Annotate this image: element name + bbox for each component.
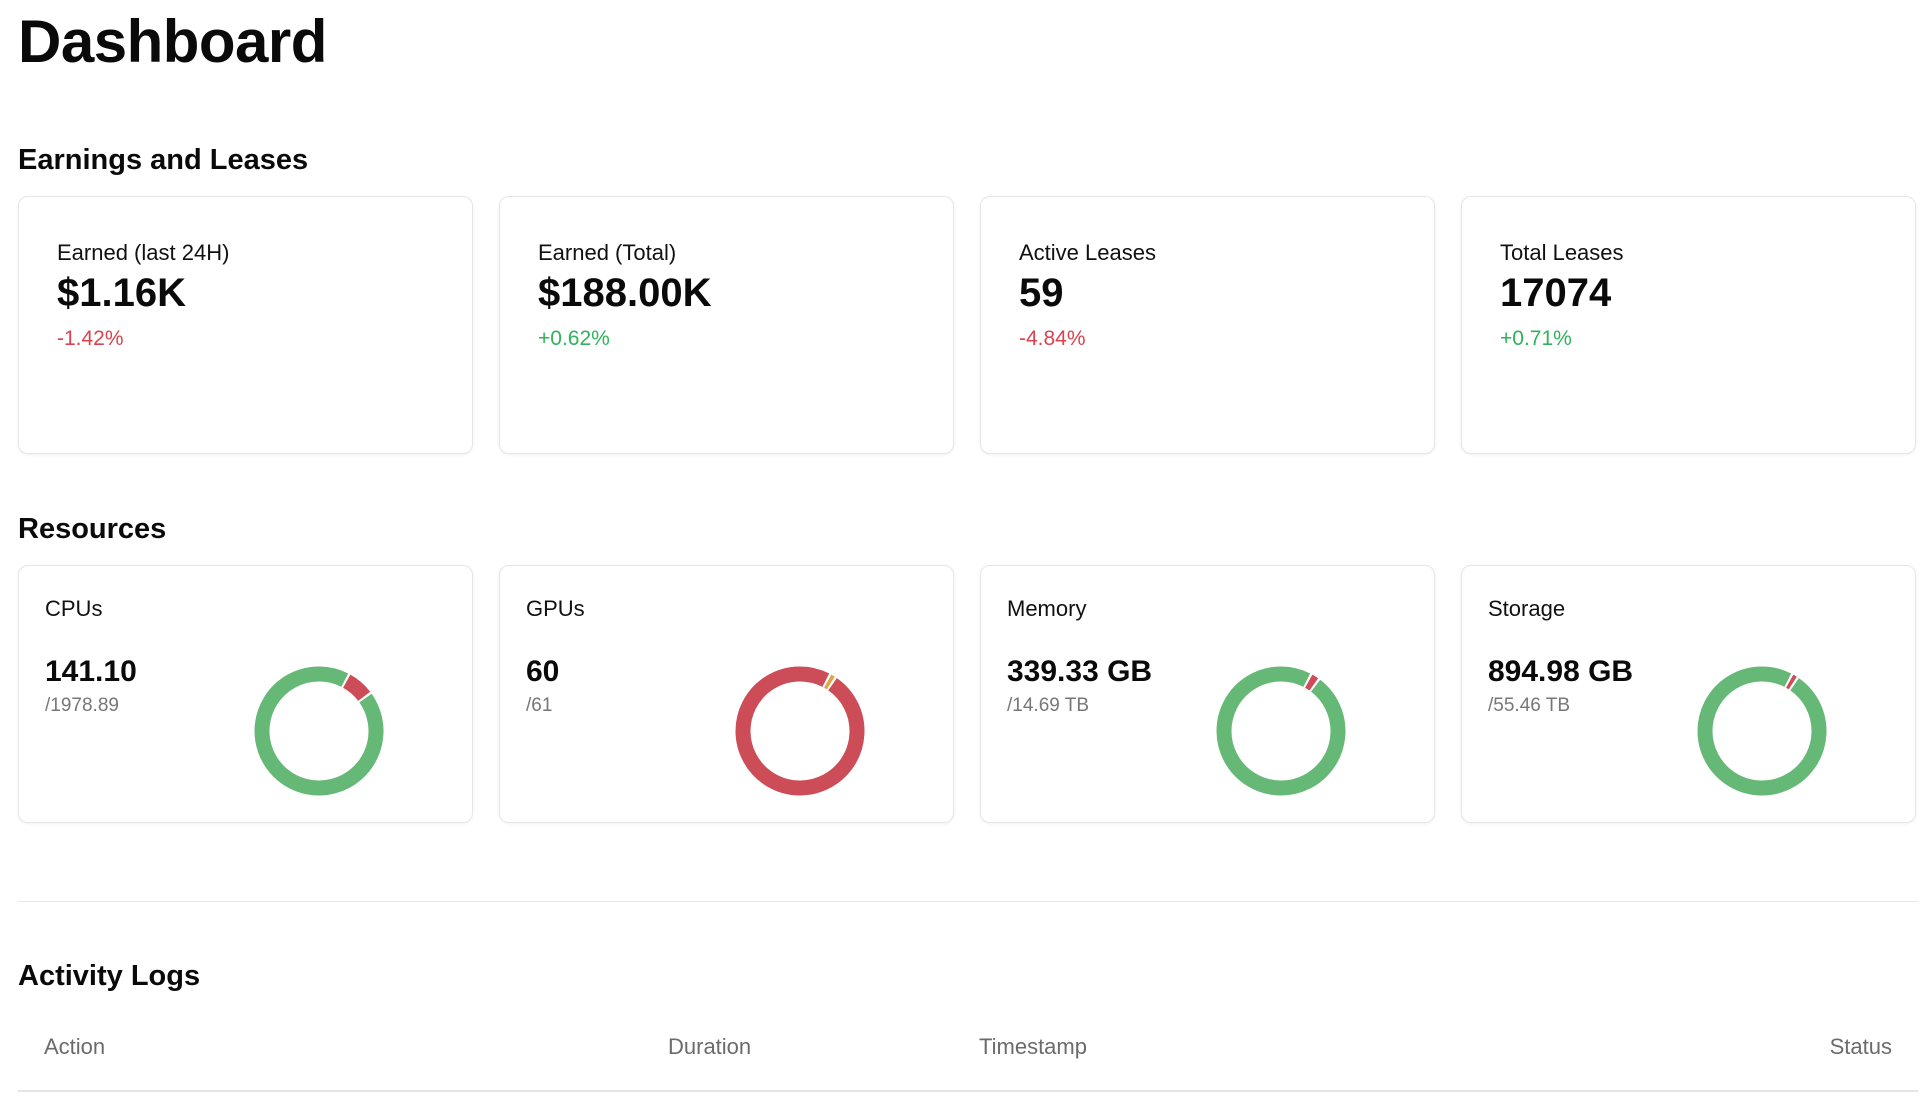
stat-change: -4.84% [1019,327,1086,350]
stat-change: +0.62% [538,327,610,350]
stat-label: Active Leases [1019,240,1156,265]
resource-value: 60 [526,655,560,688]
resource-value: 141.10 [45,655,137,688]
stat-value: $1.16K [57,271,186,315]
stat-label: Total Leases [1500,240,1624,265]
activity-section-title: Activity Logs [18,960,201,992]
donut-segment-1 [1697,666,1827,796]
stat-card-active-leases: Active Leases 59 -4.84% [980,196,1435,454]
resources-grid: CPUs 141.10 /1978.89 GPUs 60 /61 Memory … [18,565,1918,823]
resource-value: 339.33 GB [1007,655,1153,688]
donut-segment-0 [342,674,371,702]
memory-usage-donut [1216,666,1346,796]
resource-card-gpus: GPUs 60 /61 [499,565,954,823]
resource-card-cpus: CPUs 141.10 /1978.89 [18,565,473,823]
column-header-status[interactable]: Status [1829,1034,1892,1059]
donut-segment-0 [824,674,835,690]
stat-change: -1.42% [57,327,124,350]
donut-segment-1 [254,666,384,796]
activity-table-header: Action Duration Timestamp Status [18,1030,1918,1092]
donut-segment-1 [735,666,865,796]
stat-label: Earned (Total) [538,240,677,265]
stat-card-earned-total: Earned (Total) $188.00K +0.62% [499,196,954,454]
resource-total: /1978.89 [45,695,119,716]
resource-label: CPUs [45,596,103,621]
resources-section-title: Resources [18,513,167,545]
stat-card-earned-24h: Earned (last 24H) $1.16K -1.42% [18,196,473,454]
donut-segment-0 [1304,674,1319,691]
donut-segment-0 [1786,674,1797,690]
donut-segment-1 [1216,666,1346,796]
storage-usage-donut [1697,666,1827,796]
resource-total: /55.46 TB [1488,695,1571,716]
stat-value: $188.00K [538,271,712,315]
gpu-usage-donut [735,666,865,796]
resource-total: /14.69 TB [1007,695,1090,716]
column-header-timestamp[interactable]: Timestamp [979,1034,1087,1059]
resource-label: GPUs [526,596,585,621]
page-title: Dashboard [18,8,327,75]
resource-label: Storage [1488,596,1566,621]
earnings-grid: Earned (last 24H) $1.16K -1.42% Earned (… [18,196,1918,454]
resource-total: /61 [526,695,553,716]
stat-label: Earned (last 24H) [57,240,230,265]
resource-card-memory: Memory 339.33 GB /14.69 TB [980,565,1435,823]
section-divider [18,901,1918,902]
cpu-usage-donut [254,666,384,796]
stat-card-total-leases: Total Leases 17074 +0.71% [1461,196,1916,454]
resource-value: 894.98 GB [1488,655,1634,688]
resource-label: Memory [1007,596,1087,621]
resource-card-storage: Storage 894.98 GB /55.46 TB [1461,565,1916,823]
stat-value: 59 [1019,271,1064,315]
stat-value: 17074 [1500,271,1612,315]
stat-change: +0.71% [1500,327,1572,350]
column-header-duration[interactable]: Duration [668,1034,752,1059]
column-header-action[interactable]: Action [44,1034,106,1059]
earnings-section-title: Earnings and Leases [18,144,309,176]
